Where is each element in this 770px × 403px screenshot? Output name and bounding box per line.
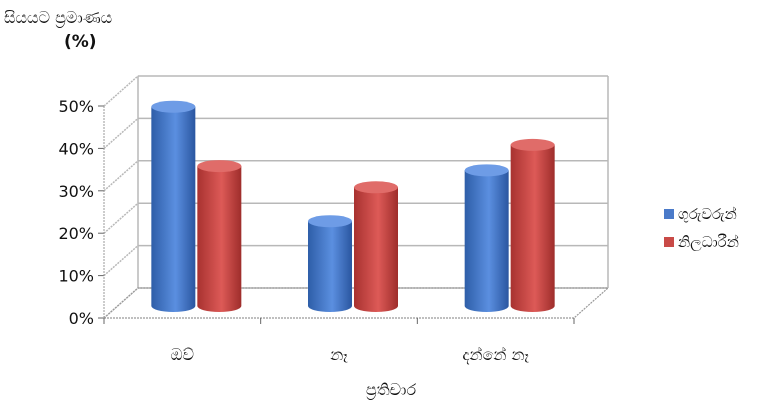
y-axis-label: සියයට ප්‍රමාණය [4,8,113,27]
bar-teachers [464,170,509,312]
bar-officers [510,144,555,313]
depth-gridline [103,117,139,149]
y-tick-label: 10% [58,267,94,286]
bar-top [197,160,242,173]
y-tick-label: 20% [58,224,94,243]
bar-teachers [151,106,196,312]
depth-gridline [103,160,139,192]
y-tick-label: 50% [58,97,94,116]
bar-top [464,164,509,177]
legend-label-officers: නිලධාරීන් [678,233,739,251]
x-tick-label: දන්නේ නෑ [462,345,529,364]
bar-top [510,138,555,151]
y-tick-label: 0% [69,309,94,328]
depth-gridline [103,75,139,107]
legend-item-officers: නිලධාරීන් [664,228,739,256]
legend-swatch-teachers [664,209,674,219]
y-tick-label: 30% [58,182,94,201]
y-axis-unit-label: (%) [64,32,97,52]
bar-officers [197,166,242,312]
y-tick-label: 40% [58,139,94,158]
bar-officers [354,187,398,312]
legend-label-teachers: ගුරුවරුන් [678,205,737,223]
bar-top [151,100,196,113]
x-tick-label: නෑ [330,345,348,364]
depth-gridline [103,202,139,234]
x-axis-label: ප්‍රතිචාර [365,380,417,399]
bar-teachers [308,221,352,312]
legend: ගුරුවරුන් නිලධාරීන් [664,200,739,256]
legend-swatch-officers [664,237,674,247]
x-tick-label: ඔව් [171,345,194,364]
legend-item-teachers: ගුරුවරුන් [664,200,739,228]
bar-top [354,181,398,194]
bar-top [308,215,352,228]
depth-gridline [103,245,139,277]
